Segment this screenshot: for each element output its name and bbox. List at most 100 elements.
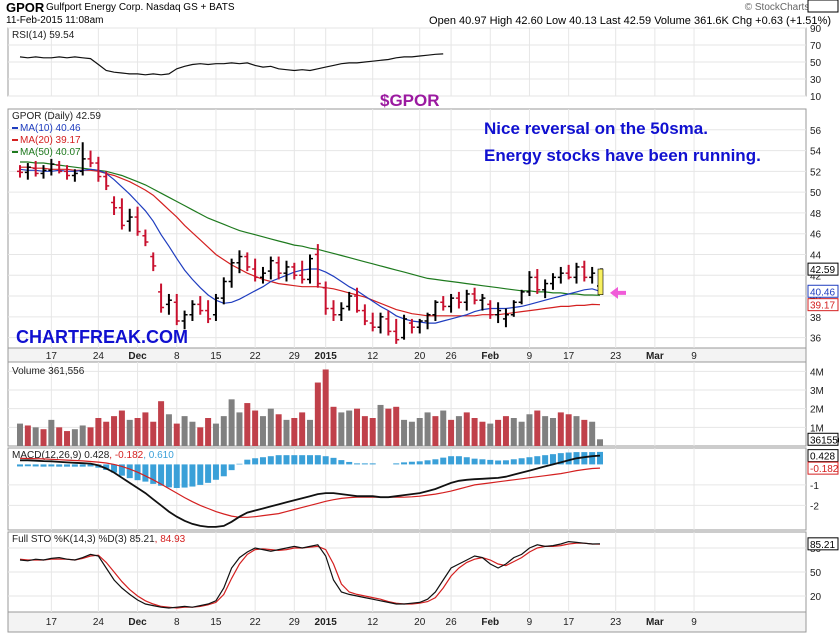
chart-date: 11-Feb-2015 11:08am: [6, 15, 104, 26]
ohlc-bar: [565, 264, 572, 280]
volume-bar: [526, 414, 533, 446]
volume-bar: [597, 439, 603, 446]
volume-bar: [71, 429, 78, 446]
ohlc-bar: [307, 254, 313, 284]
x-tick-label-bottom: 23: [610, 617, 622, 628]
volume-bar: [589, 421, 596, 446]
open-value: 40.97: [459, 15, 487, 27]
macd-histogram-bar: [354, 463, 361, 465]
company-name: Gulfport Energy Corp. Nasdaq GS + BATS: [46, 2, 235, 13]
macd-histogram-bar: [565, 452, 572, 465]
ticker-annotation: $GPOR: [380, 91, 440, 110]
x-tick-label: 17: [46, 351, 58, 362]
y-tick-label: 54: [810, 147, 822, 158]
volume-bar: [557, 412, 564, 446]
volume-bar: [267, 408, 274, 446]
macd-histogram-bar: [369, 463, 376, 465]
macd-histogram-bar: [173, 464, 180, 488]
volume-bar: [432, 416, 439, 446]
macd-histogram-bar: [17, 464, 23, 467]
y-tick-label: -1: [810, 481, 819, 492]
x-tick-label-bottom: 9: [691, 617, 697, 628]
ohlc-bar: [259, 266, 266, 284]
ohlc-bar: [573, 262, 580, 284]
x-tick-label-bottom: Feb: [481, 617, 499, 628]
volume-label: Volume: [654, 15, 691, 27]
volume-bar: [573, 416, 580, 446]
x-tick-label: 24: [93, 351, 105, 362]
x-tick-label: 23: [610, 351, 622, 362]
macd-right-label: -0.182: [810, 464, 839, 475]
macd-panel-frame: [7, 447, 807, 531]
ohlc-bar: [142, 229, 149, 247]
ohlc-bar: [205, 300, 212, 324]
ohlc-bar: [32, 160, 39, 177]
ohlc-bar: [150, 252, 157, 272]
macd-histogram-bar: [252, 458, 259, 465]
ohlc-bar: [416, 318, 423, 334]
ohlc-bar: [338, 302, 345, 321]
volume-bar: [228, 399, 235, 446]
x-tick-label: Mar: [646, 351, 664, 362]
ohlc-bar: [526, 271, 533, 297]
volume-value: 361.6K: [693, 15, 729, 27]
x-tick-label: Feb: [481, 351, 499, 362]
macd-histogram-bar: [24, 464, 31, 467]
macd-histogram-bar: [299, 455, 306, 465]
macd-histogram-bar: [56, 464, 63, 467]
volume-bar: [346, 410, 353, 446]
y-tick-label: 36: [810, 334, 822, 345]
ohlc-bar: [158, 283, 165, 313]
volume-bar: [330, 406, 337, 446]
macd-histogram-bar: [40, 464, 47, 467]
macd-histogram-bar: [220, 464, 227, 477]
x-tick-label-bottom: 22: [250, 617, 262, 628]
y-tick-label: 42: [810, 271, 822, 282]
quote-summary: Open 40.97 High 42.60 Low 40.13 Last 42.…: [429, 15, 831, 27]
stockcharts-brand: © StockCharts.com: [744, 2, 831, 13]
volume-bar: [354, 408, 361, 446]
volume-bar: [487, 423, 494, 446]
ohlc-bar: [346, 291, 353, 311]
macd-histogram-bar: [103, 464, 110, 470]
x-tick-label: 15: [210, 351, 222, 362]
macd-histogram-bar: [495, 460, 502, 465]
volume-bar: [244, 403, 251, 446]
y-tick-label: 52: [810, 167, 822, 178]
volume-bar: [24, 425, 31, 446]
last-value: 42.59: [623, 15, 652, 27]
last-bar-highlight: [597, 268, 604, 295]
volume-bar: [416, 418, 423, 446]
x-tick-label-bottom: 9: [527, 617, 533, 628]
open-label: Open: [429, 15, 456, 27]
ohlc-bar: [79, 142, 86, 176]
chg-label: Chg: [731, 15, 753, 27]
macd-histogram-bar: [440, 457, 447, 465]
volume-bar: [40, 429, 47, 446]
ohlc-bar: [322, 281, 329, 315]
volume-bar: [17, 423, 23, 446]
macd-signal-line: [19, 457, 601, 518]
volume-bar: [518, 421, 525, 446]
macd-histogram-bar: [448, 456, 455, 465]
volume-bar: [158, 401, 165, 446]
price-right-label: 39.17: [810, 301, 835, 312]
ohlc-bar: [589, 266, 596, 284]
macd-histogram-bar: [361, 463, 368, 465]
volume-bar: [142, 412, 149, 446]
x-tick-label-bottom: 17: [46, 617, 58, 628]
price-right-label-box: [807, 262, 839, 276]
volume-bar: [424, 412, 431, 446]
volume-bar: [581, 419, 588, 446]
volume-bar: [408, 421, 415, 446]
ohlc-bar: [118, 198, 125, 230]
ohlc-bar: [103, 171, 110, 191]
y-tick-label: 56: [810, 126, 822, 137]
macd-histogram-bar: [549, 454, 556, 465]
y-tick-label: 50: [810, 568, 822, 579]
symbol: GPOR: [6, 0, 45, 15]
volume-bar: [212, 423, 219, 446]
legend-ma20: MA(20) 39.17: [20, 135, 81, 146]
sto-title-part: Full STO %K(14,3) %D(3) 85.21: [12, 534, 155, 545]
x-tick-label-bottom: Mar: [646, 617, 664, 628]
